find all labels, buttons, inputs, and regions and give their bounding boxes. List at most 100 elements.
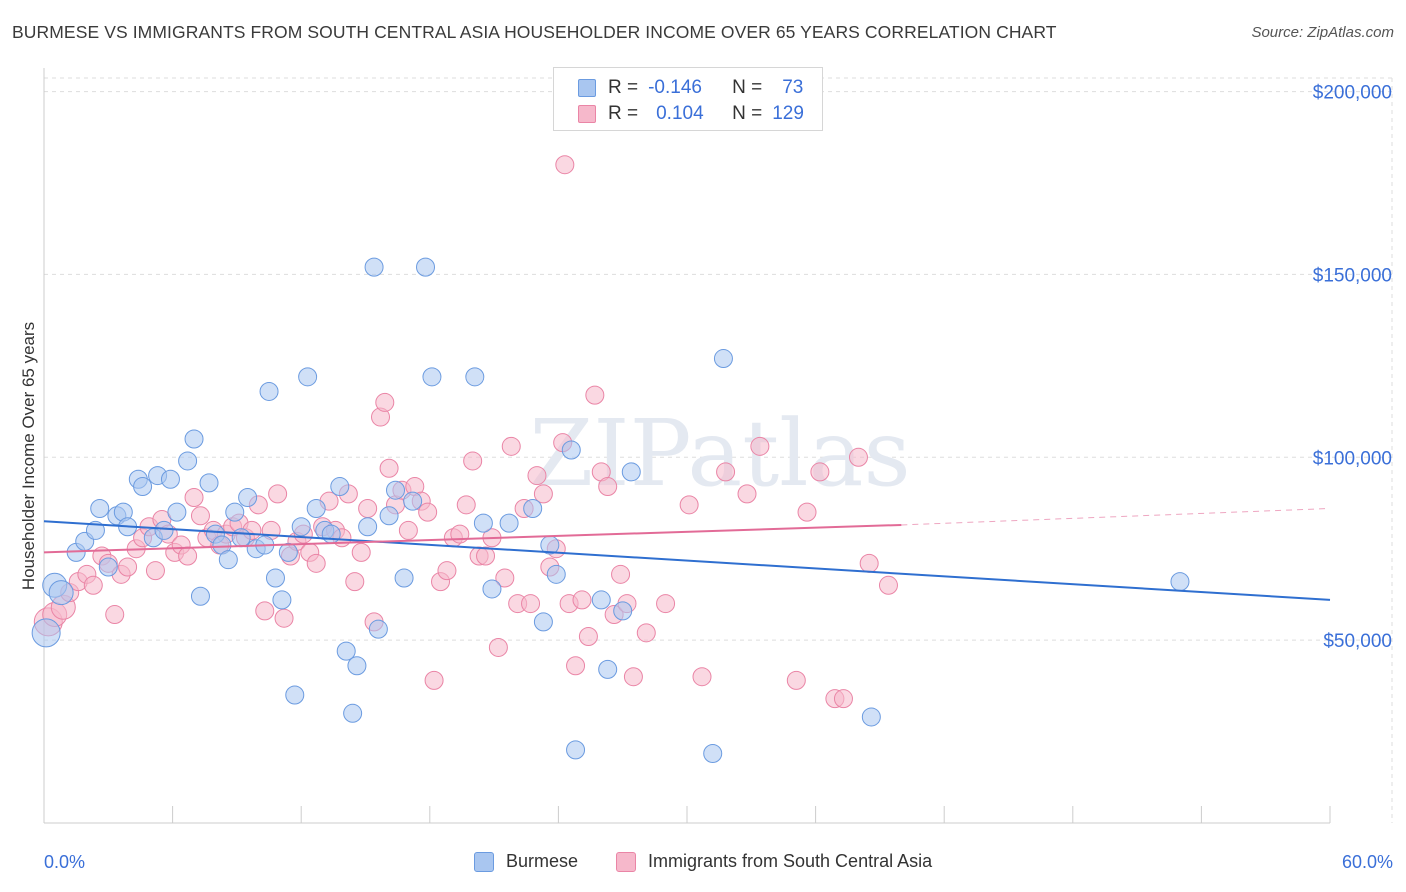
- data-point-immigrants: [566, 656, 586, 676]
- y-tick-label: $150,000: [1313, 265, 1392, 286]
- data-point-immigrants: [585, 385, 605, 405]
- data-point-immigrants: [572, 590, 592, 610]
- y-tick-label: $200,000: [1313, 83, 1392, 104]
- data-point-burmese: [272, 590, 292, 610]
- data-point-burmese: [265, 568, 285, 588]
- data-point-burmese: [621, 462, 641, 482]
- data-point-burmese: [473, 513, 493, 533]
- series-burmese-points: [31, 257, 1190, 764]
- data-point-burmese: [31, 618, 61, 648]
- data-point-burmese: [306, 498, 326, 518]
- data-point-immigrants: [848, 447, 868, 467]
- data-point-burmese: [336, 641, 356, 661]
- trend-lines: [43, 507, 1331, 601]
- data-point-immigrants: [424, 670, 444, 690]
- data-point-burmese: [1170, 572, 1190, 592]
- data-point-burmese: [48, 580, 74, 606]
- data-point-burmese: [379, 506, 399, 526]
- legend-swatch-pink: [578, 105, 596, 123]
- data-point-burmese: [364, 257, 384, 277]
- bottom-legend-burmese: Burmese: [474, 851, 578, 872]
- x-axis-max-label: 60.0%: [1341, 852, 1393, 872]
- data-point-immigrants: [145, 561, 165, 581]
- data-point-immigrants: [450, 524, 470, 544]
- data-point-burmese: [90, 498, 110, 518]
- data-point-burmese: [343, 703, 363, 723]
- data-point-burmese: [465, 367, 485, 387]
- data-point-burmese: [184, 429, 204, 449]
- data-point-immigrants: [83, 575, 103, 595]
- data-point-burmese: [225, 502, 245, 522]
- data-point-burmese: [713, 349, 733, 369]
- data-point-immigrants: [488, 637, 508, 657]
- bottom-legend-immigrants: Immigrants from South Central Asia: [616, 851, 932, 872]
- data-point-immigrants: [859, 553, 879, 573]
- trend-line-burmese: [43, 520, 1331, 601]
- data-point-immigrants: [636, 623, 656, 643]
- data-point-burmese: [861, 707, 881, 727]
- data-point-burmese: [499, 513, 519, 533]
- data-point-burmese: [591, 590, 611, 610]
- data-point-burmese: [190, 586, 210, 606]
- data-point-immigrants: [797, 502, 817, 522]
- data-point-immigrants: [611, 564, 631, 584]
- data-point-immigrants: [255, 601, 275, 621]
- data-point-burmese: [238, 488, 258, 508]
- data-point-burmese: [347, 656, 367, 676]
- legend-r-value: -0.146: [648, 77, 702, 98]
- legend-swatch-blue: [578, 79, 596, 97]
- legend-r-value: 0.104: [656, 103, 704, 124]
- chart-source: Source: ZipAtlas.com: [1251, 24, 1394, 41]
- data-point-immigrants: [456, 495, 476, 515]
- data-point-immigrants: [351, 542, 371, 562]
- data-point-burmese: [218, 550, 238, 570]
- data-point-burmese: [199, 473, 219, 493]
- data-point-immigrants: [379, 458, 399, 478]
- data-point-burmese: [358, 517, 378, 537]
- y-axis-title: Householder Income Over 65 years: [19, 321, 38, 591]
- data-point-burmese: [98, 557, 118, 577]
- data-point-burmese: [546, 564, 566, 584]
- data-point-immigrants: [306, 553, 326, 573]
- data-point-burmese: [482, 579, 502, 599]
- data-point-immigrants: [178, 546, 198, 566]
- data-point-burmese: [167, 502, 187, 522]
- chart-title: BURMESE VS IMMIGRANTS FROM SOUTH CENTRAL…: [12, 22, 1057, 42]
- data-point-burmese: [368, 619, 388, 639]
- data-point-burmese: [321, 524, 341, 544]
- data-point-immigrants: [105, 605, 125, 625]
- data-point-burmese: [561, 440, 581, 460]
- data-point-burmese: [566, 740, 586, 760]
- data-point-immigrants: [521, 594, 541, 614]
- data-point-burmese: [154, 520, 174, 540]
- data-point-immigrants: [555, 155, 575, 175]
- data-point-burmese: [330, 477, 350, 497]
- legend-r-label: R =: [608, 77, 639, 98]
- legend-r-label: R =: [608, 103, 639, 124]
- data-point-immigrants: [716, 462, 736, 482]
- data-point-burmese: [291, 517, 311, 537]
- data-point-immigrants: [527, 466, 547, 486]
- trend-line-immigrants-extension: [901, 507, 1331, 526]
- data-point-immigrants: [345, 572, 365, 592]
- bottom-legend-label: Immigrants from South Central Asia: [648, 851, 933, 871]
- data-point-immigrants: [656, 594, 676, 614]
- data-point-burmese: [403, 491, 423, 511]
- legend-row-immigrants: R = 0.104 N = 129: [578, 100, 804, 128]
- data-point-burmese: [85, 520, 105, 540]
- data-point-immigrants: [437, 561, 457, 581]
- x-axis-min-label: 0.0%: [44, 852, 86, 872]
- data-point-burmese: [523, 498, 543, 518]
- legend-n-value: 73: [782, 77, 804, 98]
- data-point-immigrants: [786, 670, 806, 690]
- bottom-legend-swatch-blue: [474, 851, 494, 872]
- data-point-burmese: [613, 601, 633, 621]
- data-point-burmese: [285, 685, 305, 705]
- data-point-immigrants: [476, 546, 496, 566]
- data-point-immigrants: [495, 568, 515, 588]
- data-point-immigrants: [810, 462, 830, 482]
- data-point-burmese: [386, 480, 406, 500]
- legend-row-burmese: R = -0.146 N = 73: [578, 74, 803, 102]
- data-point-immigrants: [358, 498, 378, 518]
